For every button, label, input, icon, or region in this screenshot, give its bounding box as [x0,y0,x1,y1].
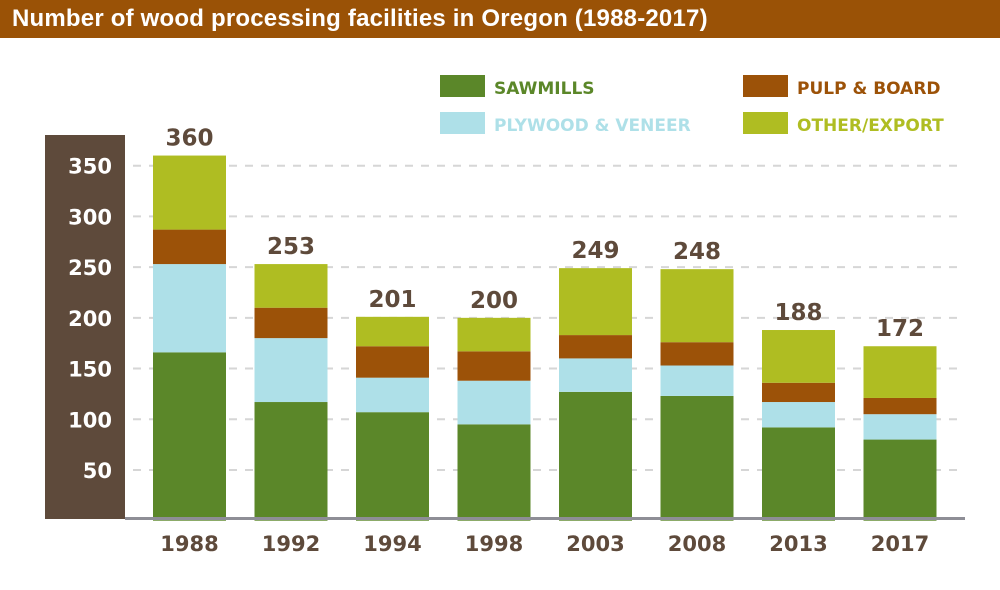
total-label: 249 [571,238,619,264]
bar-segment-other-export [660,269,734,343]
y-tick-label: 50 [83,459,112,483]
y-tick-label: 100 [68,408,112,432]
bar-segment-other-export [762,330,835,383]
bar-segment-pulp-board [660,342,734,366]
y-tick-label: 350 [68,155,112,179]
total-label: 248 [673,239,721,265]
bar-segment-plywood-veneer [254,338,328,403]
x-tick-label: 1988 [160,532,218,556]
bar-segment-other-export [863,346,937,398]
total-label: 188 [774,300,822,326]
total-label: 360 [165,126,213,152]
bar-segment-pulp-board [762,382,835,403]
legend-swatch [743,75,788,97]
legend-label: SAWMILLS [494,79,595,99]
bar-segment-sawmills [457,424,531,521]
bar-segment-plywood-veneer [762,402,835,428]
bar-segment-plywood-veneer [153,264,226,353]
bar-segment-other-export [356,316,429,347]
bar-segment-sawmills [863,439,937,521]
bar-segment-pulp-board [863,397,937,415]
bar-segment-plywood-veneer [660,365,734,396]
bar-segment-pulp-board [457,351,531,381]
total-label: 172 [876,316,924,342]
bar-segment-plywood-veneer [863,414,937,440]
bar-segment-other-export [559,268,632,336]
x-tick-label: 1994 [363,532,421,556]
y-tick-label: 250 [68,256,112,280]
x-tick-label: 2003 [566,532,624,556]
x-tick-label: 2013 [769,532,827,556]
y-tick-label: 150 [68,358,112,382]
bar-segment-pulp-board [153,229,226,265]
x-tick-label: 1992 [262,532,320,556]
bar-segment-other-export [153,155,226,230]
bar-segment-other-export [457,317,531,352]
bar-segment-sawmills [153,352,226,521]
bar-segment-sawmills [762,427,835,521]
bar-segment-plywood-veneer [559,358,632,392]
title-bar: Number of wood processing facilities in … [0,0,1000,38]
bar-segment-plywood-veneer [457,380,531,425]
x-tick-label: 1998 [465,532,523,556]
bar-segment-pulp-board [356,346,429,378]
x-tick-label: 2008 [668,532,726,556]
legend-label: PLYWOOD & VENEER [494,116,691,136]
y-tick-label: 300 [68,205,112,229]
y-axis-panel [45,135,125,519]
total-label: 200 [470,288,518,314]
bar-segment-sawmills [254,402,328,521]
y-tick-label: 200 [68,307,112,331]
bar-segment-pulp-board [254,307,328,339]
bar-segment-plywood-veneer [356,377,429,413]
total-label: 201 [368,287,416,313]
bar-segment-sawmills [660,395,734,521]
bar-segment-other-export [254,264,328,308]
bar-segment-sawmills [356,412,429,521]
bar-segment-pulp-board [559,335,632,359]
total-label: 253 [267,234,315,260]
bar-segment-sawmills [559,391,632,521]
legend-swatch [440,75,485,97]
legend-label: OTHER/EXPORT [797,116,944,136]
legend-swatch [743,112,788,134]
x-tick-label: 2017 [871,532,929,556]
chart-title: Number of wood processing facilities in … [12,5,708,32]
legend-swatch [440,112,485,134]
legend-label: PULP & BOARD [797,79,941,99]
